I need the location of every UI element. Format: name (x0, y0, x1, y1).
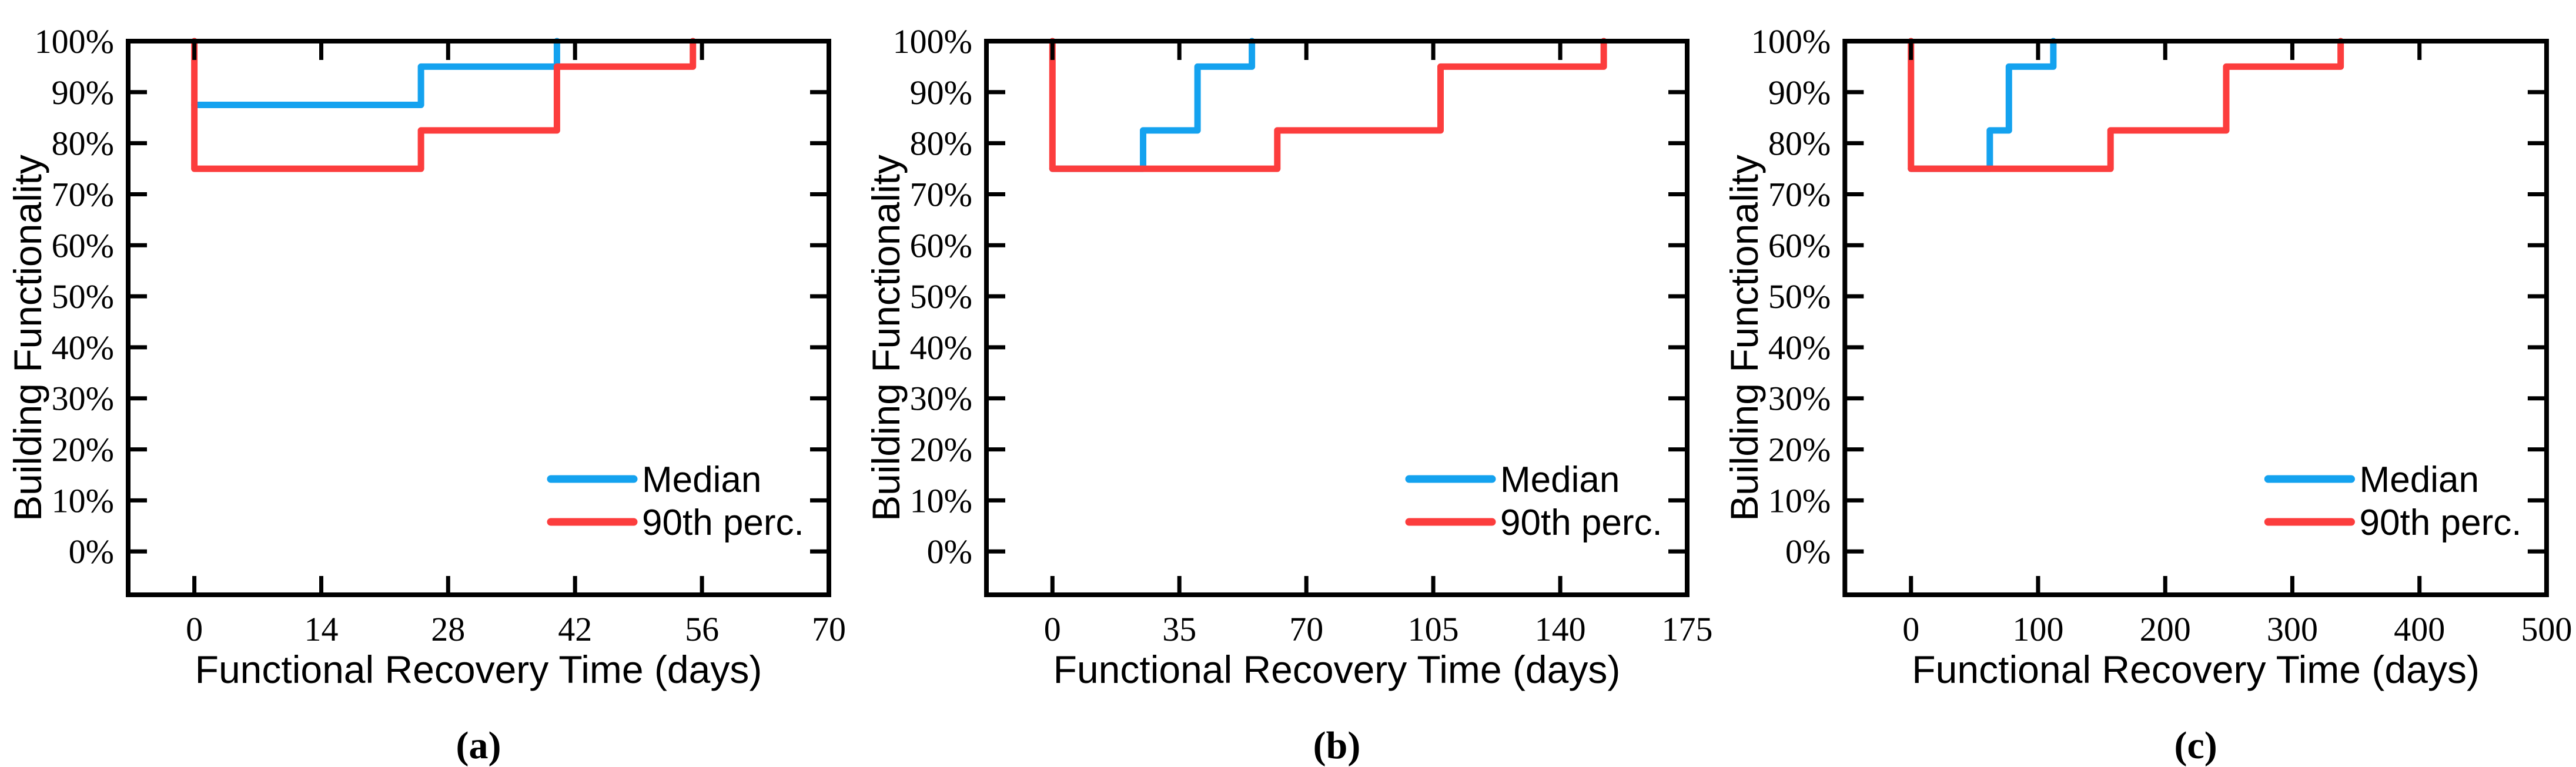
y-tick-label: 100% (1751, 22, 1831, 61)
axes-box (984, 39, 1690, 597)
y-tick-label: 30% (1768, 380, 1831, 418)
x-axis-title: Functional Recovery Time (days) (1053, 648, 1621, 691)
y-tick-label: 0% (927, 532, 972, 571)
x-tick-label: 42 (558, 610, 592, 648)
subplot-caption: (a) (456, 724, 501, 767)
y-tick-label: 70% (52, 176, 114, 214)
x-tick-label: 200 (2140, 610, 2191, 648)
y-tick-label: 80% (1768, 125, 1831, 163)
y-tick-label: 70% (1768, 176, 1831, 214)
x-tick-label: 140 (1535, 610, 1586, 648)
x-tick-label: 105 (1408, 610, 1459, 648)
y-tick-label: 0% (69, 532, 114, 571)
y-tick-label: 10% (1768, 481, 1831, 520)
x-tick-label: 14 (305, 610, 339, 648)
legend-label: 90th perc. (2359, 503, 2521, 543)
x-axis-title: Functional Recovery Time (days) (195, 648, 762, 691)
y-tick-label: 30% (910, 380, 972, 418)
y-tick-label: 20% (910, 431, 972, 469)
legend-label: 90th perc. (642, 503, 804, 543)
y-tick-label: 20% (52, 431, 114, 469)
chart-svg: 0 14 28 42 56 70 0% 10% 20% 30% 40% 50% 60% 70% 80% 90%… (0, 0, 858, 767)
y-tick-label: 40% (52, 329, 114, 367)
y-tick-label: 20% (1768, 431, 1831, 469)
x-tick-label: 400 (2394, 610, 2445, 648)
y-tick-label: 100% (35, 22, 114, 61)
y-tick-label: 30% (52, 380, 114, 418)
y-tick-label: 50% (52, 277, 114, 316)
chart-svg: 0 35 70 105 140 175 0% 10% 20% 30% 40% 50% 60% 70% 80%… (858, 0, 1717, 767)
y-axis-title: Building Functionality (864, 155, 908, 521)
y-tick-label: 90% (52, 73, 114, 112)
subplot-caption: (b) (1313, 724, 1361, 767)
y-tick-label: 50% (910, 277, 972, 316)
x-axis-title: Functional Recovery Time (days) (1912, 648, 2480, 691)
series-line-90th-perc (191, 38, 697, 172)
x-tick-label: 100 (2012, 610, 2063, 648)
legend-label: Median (1500, 460, 1620, 500)
y-tick-label: 90% (1768, 73, 1831, 112)
legend-label: 90th perc. (1500, 503, 1662, 543)
y-tick-label: 60% (910, 226, 972, 264)
series-line-90th-perc (1049, 38, 1607, 172)
y-axis-title: Building Functionality (6, 155, 49, 521)
subplot-b: 0 35 70 105 140 175 0% 10% 20% 30% 40% 50% 60% 70% 80%… (858, 0, 1717, 767)
legend-label: Median (2359, 460, 2479, 500)
x-tick-label: 0 (1902, 610, 1919, 648)
y-tick-label: 80% (910, 125, 972, 163)
x-tick-label: 28 (431, 610, 465, 648)
y-tick-label: 50% (1768, 277, 1831, 316)
subplot-a: 0 14 28 42 56 70 0% 10% 20% 30% 40% 50% 60% 70% 80% 90%… (0, 0, 858, 767)
x-tick-label: 300 (2267, 610, 2318, 648)
axes-box (126, 39, 831, 597)
x-tick-label: 70 (1289, 610, 1323, 648)
y-tick-label: 10% (52, 481, 114, 520)
y-tick-label: 40% (1768, 329, 1831, 367)
y-tick-label: 60% (1768, 226, 1831, 264)
legend-label: Median (642, 460, 761, 500)
y-tick-label: 70% (910, 176, 972, 214)
y-tick-label: 90% (910, 73, 972, 112)
x-tick-label: 70 (812, 610, 846, 648)
chart-svg: 0 100 200 300 400 500 0% 10% 20% 30% 40% 50% 60% 70% 8… (1717, 0, 2576, 767)
x-tick-label: 500 (2521, 610, 2572, 648)
x-tick-label: 0 (1044, 610, 1061, 648)
x-tick-label: 175 (1662, 610, 1713, 648)
x-tick-label: 0 (186, 610, 203, 648)
series-line-90th-perc (1908, 38, 2344, 172)
y-tick-label: 60% (52, 226, 114, 264)
y-tick-label: 10% (910, 481, 972, 520)
subplot-caption: (c) (2174, 724, 2217, 767)
y-axis-title: Building Functionality (1722, 155, 1766, 521)
x-tick-label: 35 (1162, 610, 1196, 648)
y-tick-label: 0% (1785, 532, 1831, 571)
x-tick-label: 56 (685, 610, 719, 648)
y-tick-label: 100% (893, 22, 972, 61)
y-tick-label: 80% (52, 125, 114, 163)
axes-box (1842, 39, 2549, 597)
y-tick-label: 40% (910, 329, 972, 367)
subplot-c: 0 100 200 300 400 500 0% 10% 20% 30% 40% 50% 60% 70% 8… (1717, 0, 2576, 767)
series-line-median (191, 38, 560, 108)
